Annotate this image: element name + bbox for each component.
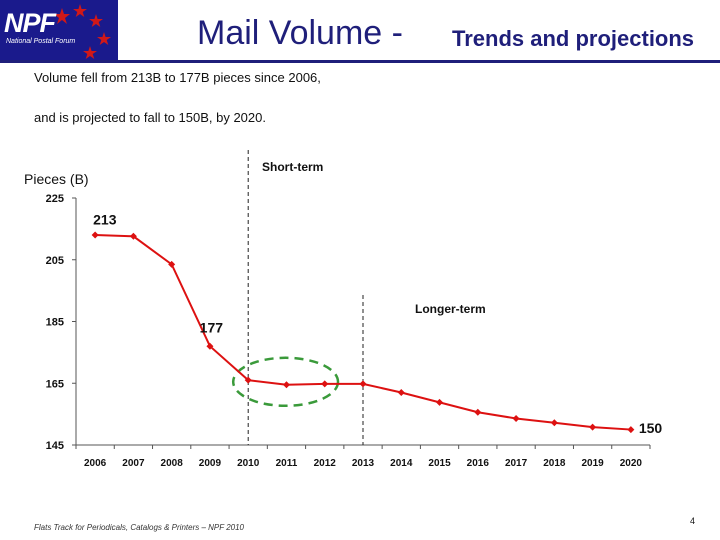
x-tick-label: 2018 [543, 458, 566, 469]
data-point [129, 232, 137, 240]
x-tick-label: 2007 [122, 458, 145, 469]
star-icon [97, 32, 111, 45]
data-point [321, 380, 329, 388]
star-icon [54, 8, 70, 24]
data-point [168, 260, 176, 268]
star-icon [89, 14, 103, 27]
header: NPF National Postal Forum Mail Volume - … [0, 0, 720, 63]
logo-text: NPF [4, 8, 56, 38]
title-underline [0, 60, 720, 63]
y-tick-label: 165 [46, 378, 64, 390]
data-point [244, 376, 252, 384]
y-tick-label: 145 [46, 440, 64, 452]
x-tick-label: 2013 [352, 458, 375, 469]
x-tick-label: 2016 [467, 458, 490, 469]
y-tick-label: 185 [46, 317, 64, 329]
x-tick-label: 2008 [161, 458, 184, 469]
y-axis-label: Pieces (B) [24, 171, 89, 187]
footer-text: Flats Track for Periodicals, Catalogs & … [34, 523, 245, 532]
npf-logo [0, 0, 118, 60]
x-tick-label: 2019 [581, 458, 604, 469]
x-tick-label: 2014 [390, 458, 413, 469]
x-tick-label: 2010 [237, 458, 260, 469]
data-point [589, 423, 597, 431]
data-point [359, 380, 367, 388]
page-subtitle: Trends and projections [452, 26, 695, 51]
data-point [91, 231, 99, 239]
data-point [436, 398, 444, 406]
y-tick-label: 205 [46, 255, 64, 267]
x-tick-label: 2017 [505, 458, 528, 469]
x-tick-label: 2011 [276, 458, 298, 469]
y-tick-label: 225 [46, 193, 64, 205]
data-label: 150 [639, 420, 663, 436]
data-point [627, 426, 635, 434]
divider-label: Short-term [262, 160, 323, 174]
bullet-text-2: and is projected to fall to 150B, by 202… [34, 110, 266, 125]
data-point [512, 414, 520, 422]
data-label: 213 [93, 212, 117, 228]
logo-subtitle: National Postal Forum [6, 38, 76, 45]
bullet-text-1: Volume fell from 213B to 177B pieces sin… [34, 70, 321, 85]
x-tick-label: 2015 [428, 458, 451, 469]
data-point [206, 342, 214, 350]
data-point [397, 389, 405, 397]
page-title: Mail Volume - [197, 14, 403, 52]
star-icon [73, 4, 87, 17]
logo-background [0, 0, 118, 60]
x-tick-label: 2012 [314, 458, 337, 469]
data-point [282, 381, 290, 389]
page-number: 4 [690, 516, 696, 526]
star-icon [83, 46, 97, 59]
data-point [550, 419, 558, 427]
highlight-ellipse [231, 356, 340, 408]
divider-label: Longer-term [415, 302, 486, 316]
x-tick-label: 2006 [84, 458, 107, 469]
data-label: 177 [200, 320, 224, 336]
data-point [474, 408, 482, 416]
x-tick-label: 2020 [620, 458, 643, 469]
x-tick-label: 2009 [199, 458, 222, 469]
